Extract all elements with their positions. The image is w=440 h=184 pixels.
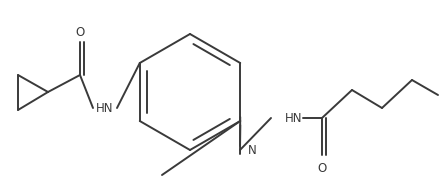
Text: O: O: [317, 162, 326, 174]
Text: O: O: [75, 26, 84, 38]
Text: HN: HN: [285, 112, 303, 125]
Text: N: N: [248, 144, 257, 157]
Text: HN: HN: [96, 102, 114, 114]
